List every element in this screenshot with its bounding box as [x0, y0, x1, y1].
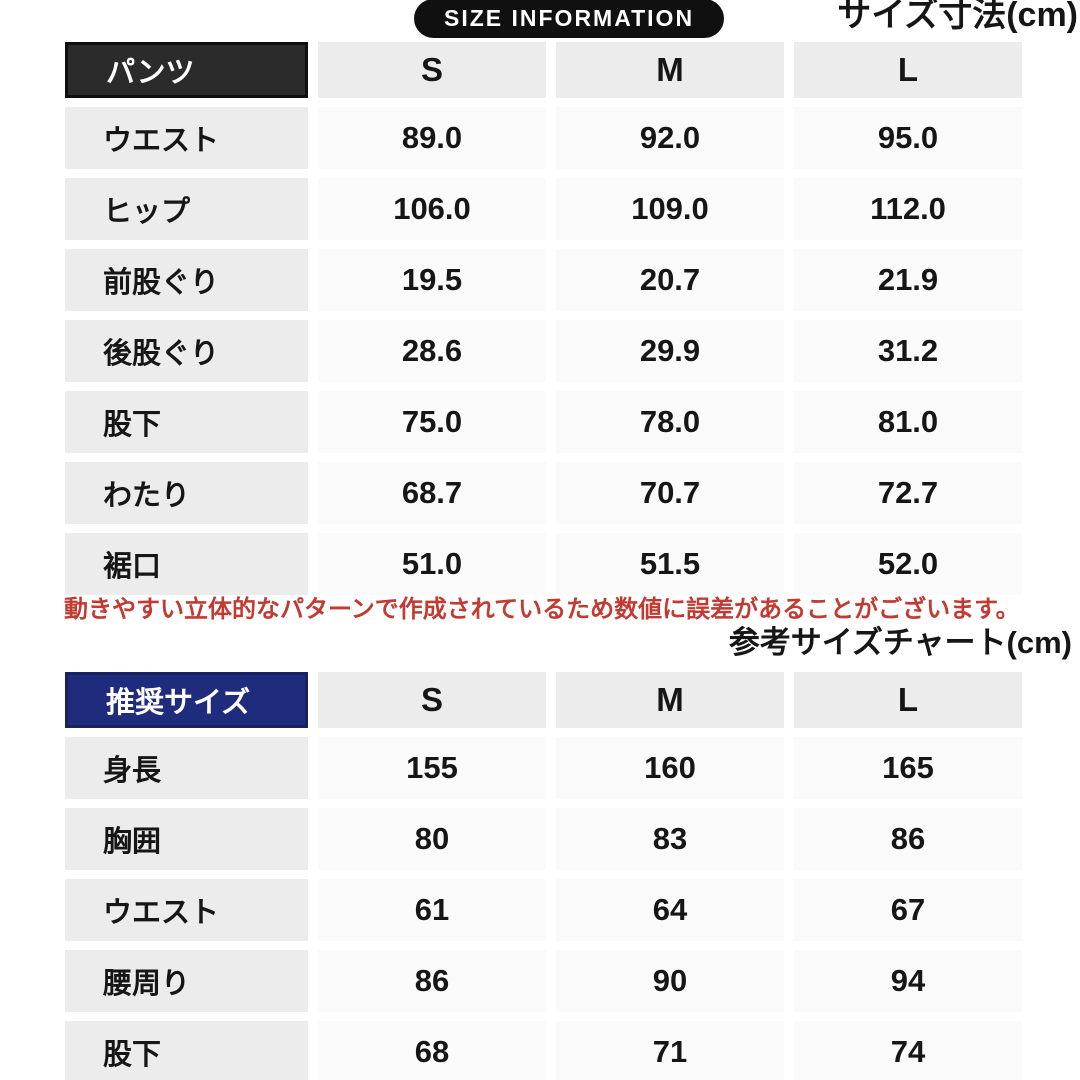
row-label: 股下 — [65, 1021, 308, 1080]
row-label: 前股ぐり — [65, 249, 308, 311]
row-label: 身長 — [65, 737, 308, 799]
value-cell: 21.9 — [794, 249, 1022, 311]
row-label: ヒップ — [65, 178, 308, 240]
row-label: 裾口 — [65, 533, 308, 595]
value-cell: 29.9 — [556, 320, 784, 382]
value-cell: 19.5 — [318, 249, 546, 311]
table-corner-label: パンツ — [65, 42, 308, 98]
table-corner-label: 推奨サイズ — [65, 672, 308, 728]
row-label: わたり — [65, 462, 308, 524]
reference-chart-title: 参考サイズチャート(cm) — [728, 625, 1072, 660]
column-header-m: M — [556, 42, 784, 98]
value-cell: 160 — [556, 737, 784, 799]
value-cell: 106.0 — [318, 178, 546, 240]
value-cell: 64 — [556, 879, 784, 941]
value-cell: 83 — [556, 808, 784, 870]
column-header-l: L — [794, 42, 1022, 98]
value-cell: 112.0 — [794, 178, 1022, 240]
value-cell: 20.7 — [556, 249, 784, 311]
value-cell: 67 — [794, 879, 1022, 941]
value-cell: 80 — [318, 808, 546, 870]
value-cell: 155 — [318, 737, 546, 799]
value-cell: 94 — [794, 950, 1022, 1012]
value-cell: 165 — [794, 737, 1022, 799]
value-cell: 86 — [794, 808, 1022, 870]
column-header-s: S — [318, 672, 546, 728]
value-cell: 81.0 — [794, 391, 1022, 453]
pants-size-spec-table: パンツ S M L ウエスト 89.0 92.0 95.0 ヒップ 106.0 109.0 112.0… — [65, 42, 1022, 595]
size-unit-title: サイズ寸法(cm) — [837, 0, 1078, 34]
size-information-badge: SIZE INFORMATION — [414, 0, 725, 38]
value-cell: 70.7 — [556, 462, 784, 524]
value-cell: 92.0 — [556, 107, 784, 169]
value-cell: 51.0 — [318, 533, 546, 595]
value-cell: 89.0 — [318, 107, 546, 169]
value-cell: 95.0 — [794, 107, 1022, 169]
row-label: 股下 — [65, 391, 308, 453]
row-label: ウエスト — [65, 879, 308, 941]
recommended-size-table: 推奨サイズ S M L 身長 155 160 165 胸囲 80 83 86 ウエスト 61 64 67 腰周り… — [65, 672, 1022, 1080]
value-cell: 71 — [556, 1021, 784, 1080]
column-header-m: M — [556, 672, 784, 728]
row-label: ウエスト — [65, 107, 308, 169]
value-cell: 90 — [556, 950, 784, 1012]
size-disclaimer-note: 動きやすい立体的なパターンで作成されているため数値に誤差があることがございます。 — [64, 596, 1020, 623]
column-header-s: S — [318, 42, 546, 98]
value-cell: 74 — [794, 1021, 1022, 1080]
column-header-l: L — [794, 672, 1022, 728]
value-cell: 78.0 — [556, 391, 784, 453]
value-cell: 52.0 — [794, 533, 1022, 595]
value-cell: 31.2 — [794, 320, 1022, 382]
value-cell: 75.0 — [318, 391, 546, 453]
value-cell: 51.5 — [556, 533, 784, 595]
value-cell: 109.0 — [556, 178, 784, 240]
value-cell: 68.7 — [318, 462, 546, 524]
value-cell: 68 — [318, 1021, 546, 1080]
value-cell: 28.6 — [318, 320, 546, 382]
row-label: 後股ぐり — [65, 320, 308, 382]
value-cell: 72.7 — [794, 462, 1022, 524]
value-cell: 61 — [318, 879, 546, 941]
value-cell: 86 — [318, 950, 546, 1012]
row-label: 胸囲 — [65, 808, 308, 870]
row-label: 腰周り — [65, 950, 308, 1012]
badge-label: SIZE INFORMATION — [444, 5, 695, 31]
